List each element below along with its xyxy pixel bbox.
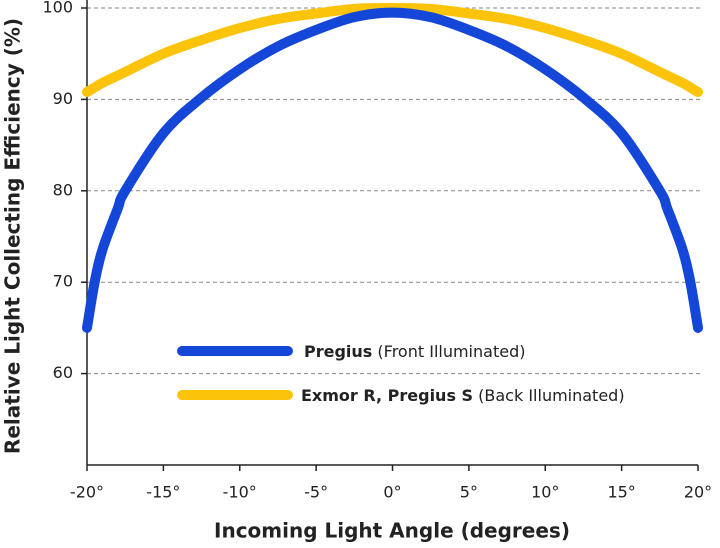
legend-label: Pregius (Front Illuminated) [304, 342, 525, 361]
x-tick-label: -15° [146, 483, 180, 502]
y-tick-label: 100 [42, 0, 73, 17]
legend-name: Exmor R, Pregius S [301, 386, 473, 405]
x-tick-label: -10° [223, 483, 257, 502]
y-tick-label: 90 [53, 89, 73, 108]
x-tick-label: 10° [531, 483, 559, 502]
y-tick-label: 80 [53, 180, 73, 199]
legend-note: (Front Illuminated) [377, 342, 525, 361]
legend-label: Exmor R, Pregius S (Back Illuminated) [301, 386, 625, 405]
legend-note: (Back Illuminated) [478, 386, 624, 405]
x-axis-title: Incoming Light Angle (degrees) [214, 519, 570, 543]
x-tick-label: -20° [70, 483, 104, 502]
x-tick-label: 0° [383, 483, 401, 502]
series-line [82, 2, 703, 98]
x-tick-label: 20° [684, 483, 712, 502]
y-axis-title: Relative Light Collecting Efficiency (%) [1, 18, 25, 454]
series-line [82, 7, 703, 333]
y-tick-label: 70 [53, 272, 73, 291]
legend-name: Pregius [304, 342, 372, 361]
x-tick-label: -5° [304, 483, 328, 502]
y-tick-label: 60 [53, 363, 73, 382]
x-tick-label: 5° [460, 483, 478, 502]
x-tick-label: 15° [607, 483, 635, 502]
